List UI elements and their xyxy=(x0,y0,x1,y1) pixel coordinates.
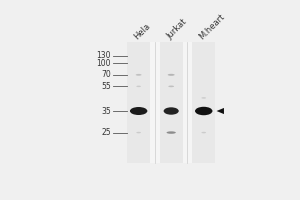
Text: 55: 55 xyxy=(101,82,111,91)
Bar xyxy=(127,42,150,163)
Ellipse shape xyxy=(168,74,175,76)
Ellipse shape xyxy=(168,86,174,87)
Bar xyxy=(192,42,215,163)
Ellipse shape xyxy=(167,131,176,134)
Text: Hela: Hela xyxy=(132,21,152,41)
Ellipse shape xyxy=(136,74,142,76)
Ellipse shape xyxy=(164,107,179,115)
Text: Jurkat: Jurkat xyxy=(165,17,188,41)
Ellipse shape xyxy=(195,107,212,115)
Text: 130: 130 xyxy=(96,51,111,60)
Text: 70: 70 xyxy=(101,70,111,79)
Ellipse shape xyxy=(130,107,147,115)
Bar xyxy=(127,42,215,163)
Polygon shape xyxy=(217,108,224,114)
Ellipse shape xyxy=(136,86,141,87)
Text: M.heart: M.heart xyxy=(197,12,226,41)
Text: 100: 100 xyxy=(96,59,111,68)
Bar xyxy=(160,42,183,163)
Text: 25: 25 xyxy=(101,128,111,137)
Ellipse shape xyxy=(136,132,141,133)
Ellipse shape xyxy=(201,132,206,133)
Ellipse shape xyxy=(201,97,206,99)
Text: 35: 35 xyxy=(101,107,111,116)
